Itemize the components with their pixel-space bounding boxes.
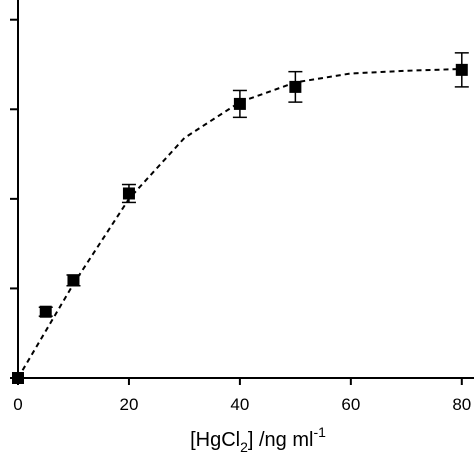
- x-tick-label: 60: [341, 395, 360, 414]
- x-axis-label: [HgCl2] /ng ml-1: [190, 424, 326, 455]
- data-point: [122, 187, 135, 200]
- x-label-part: [HgCl: [190, 429, 240, 451]
- data-point: [289, 80, 302, 93]
- x-tick-label: 40: [230, 395, 249, 414]
- data-point: [39, 305, 52, 318]
- data-point: [67, 274, 80, 287]
- x-tick-label: 20: [119, 395, 138, 414]
- x-label-sup: -1: [313, 424, 326, 440]
- x-tick-label: 0: [13, 395, 22, 414]
- data-point: [455, 63, 468, 76]
- x-label-part: ] /ng ml: [248, 429, 314, 451]
- x-label-sub: 2: [240, 439, 248, 455]
- data-point: [233, 97, 246, 110]
- data-point: [12, 372, 24, 384]
- x-tick-label: 80: [452, 395, 471, 414]
